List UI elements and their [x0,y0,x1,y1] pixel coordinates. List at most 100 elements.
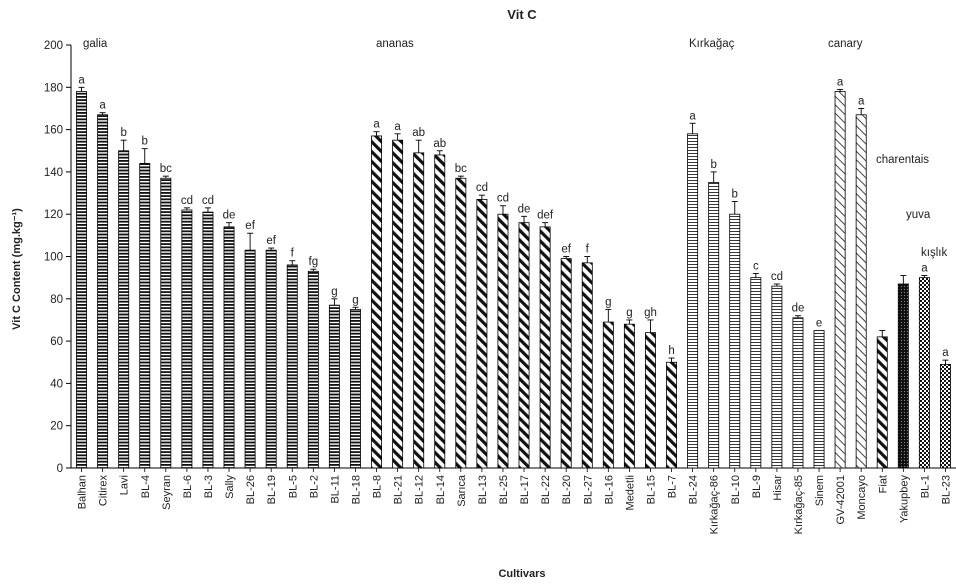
bar [645,332,656,469]
category-label: Sinem [814,475,826,506]
category-label: BL-26 [245,475,257,504]
significance-letter: f [291,248,295,260]
category-label: BL-5 [287,475,299,498]
category-label: BL-6 [182,475,194,498]
bar [834,91,846,469]
significance-letter: de [518,203,531,215]
significance-letter: e [816,318,822,330]
significance-letter: fg [309,256,319,268]
category-label: Sarıca [456,474,468,507]
bar [750,277,762,469]
bar [265,249,277,469]
significance-letter: gh [644,307,657,319]
category-label: BL-21 [393,475,405,504]
y-axis-label: Vit C Content (mg.kg⁻¹) [11,208,23,330]
group-labels: galia ananas Kırkağaç canary charentais yuva k… [83,38,947,259]
category-label: BL-24 [688,475,700,504]
bar [581,262,593,469]
category-label: BL-27 [582,475,594,504]
significance-letter: ef [561,244,571,256]
significance-letter: b [732,189,738,201]
category-label: Yakupbey [898,475,910,524]
category-label: BL-4 [140,475,152,498]
significance-letter: ab [412,127,425,139]
bar [539,226,551,469]
category-label: BL-11 [329,475,341,504]
group-label: kışlık [921,247,947,259]
category-label: Kırkağaç-86 [709,475,721,534]
y-tick-label: 20 [50,421,63,433]
significance-letter: a [921,263,928,275]
bar [771,285,783,469]
y-tick-label: 60 [50,336,63,348]
significance-letter: b [142,136,148,148]
significance-letter: g [331,286,337,298]
significance-letter: a [78,74,85,86]
bar [876,336,888,469]
category-label: BL-16 [603,475,615,504]
category-label: BL-19 [266,475,278,504]
bar [371,135,382,469]
bar [76,91,87,469]
category-label: BL-9 [751,475,763,498]
category-label: BL-20 [561,475,573,504]
category-labels: Balhan Citirex Lavi BL-4 Seyran BL-6 BL-3 Sally… [77,468,952,534]
y-tick-label: 100 [44,252,63,264]
significance-letter: cd [181,195,193,207]
significance-letter: ab [433,138,446,150]
bar [118,150,130,469]
significance-letter: cd [771,271,783,283]
bar [687,133,699,469]
group-label: charentais [876,154,929,166]
category-label: Balhan [77,475,89,509]
significance-letter: def [537,210,554,222]
category-label: BL-1 [919,475,931,498]
category-label: BL-17 [519,475,531,504]
category-label: BL-25 [498,475,510,504]
bar [392,139,404,469]
category-label: Medetli [624,475,636,510]
significance-letter: ef [266,235,276,247]
bar [139,163,151,469]
significance-letter: a [689,110,696,122]
significance-letter: de [223,210,236,222]
y-tick-label: 160 [44,125,63,137]
category-label: BL-2 [308,475,320,498]
significance-letter: b [120,127,126,139]
category-label: Seyran [161,475,173,510]
bar [455,177,467,469]
y-tick-label: 180 [44,82,63,94]
y-tick-label: 120 [44,209,63,221]
significance-letter: c [753,260,759,272]
significance-letter: cd [497,193,509,205]
group-label: yuva [906,209,931,221]
category-label: BL-14 [435,475,447,504]
y-tick-label: 0 [57,463,63,475]
category-label: Sally [224,475,236,499]
bar [244,249,256,469]
significance-letter: bc [455,163,467,175]
significance-letter: b [710,159,716,171]
bar [940,363,951,469]
y-tick-label: 80 [50,294,63,306]
bar [518,222,530,469]
category-label: BL-3 [203,475,215,498]
significance-letter: g [605,296,611,308]
group-label: galia [83,38,108,50]
bar [855,114,867,469]
bar [476,198,488,469]
bar [897,283,909,469]
significance-letter: ef [245,220,255,232]
bar [223,226,235,469]
x-axis-label: Cultivars [498,568,545,580]
category-label: BL-8 [372,475,384,498]
group-label: ananas [376,38,414,50]
significance-letter: g [626,307,632,319]
category-label: Fiat [877,475,889,493]
category-label: BL-18 [350,475,362,504]
chart-title: Vit C [507,7,537,22]
significance-letter: cd [476,182,488,194]
bar [813,330,825,469]
category-label: GV-42001 [835,475,847,525]
bar [434,154,446,469]
